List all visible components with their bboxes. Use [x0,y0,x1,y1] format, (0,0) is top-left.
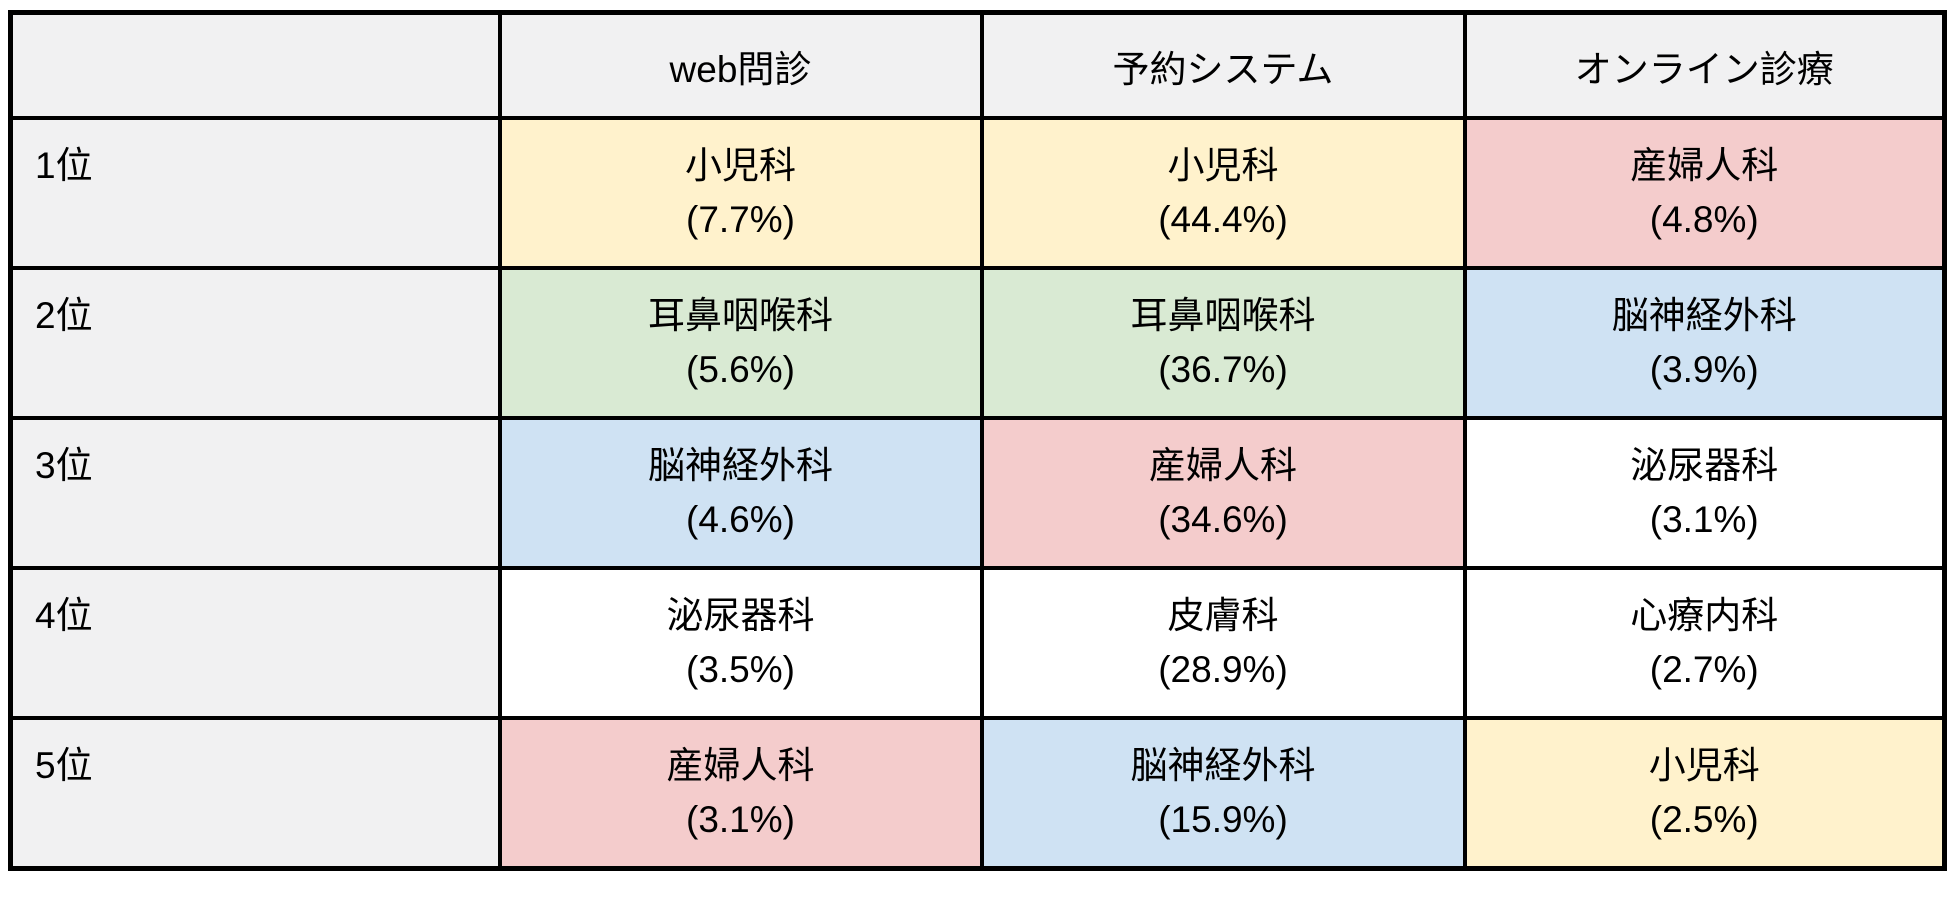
rank-label-cell: 4位 [8,566,502,720]
table-row-rank1: 1位 小児科 (7.7%) 小児科 (44.4%) 産婦人科 (4.8%) [8,116,1947,270]
data-cell: 耳鼻咽喉科 (36.7%) [979,266,1467,420]
table-row-rank2: 2位 耳鼻咽喉科 (5.6%) 耳鼻咽喉科 (36.7%) 脳神経外科 (3.9… [8,266,1947,420]
data-cell: 脳神経外科 (15.9%) [979,716,1467,871]
specialty-name: 脳神経外科 [1611,295,1797,336]
rank-label-cell: 5位 [8,716,502,871]
specialty-percent: (3.9%) [1649,349,1759,390]
specialty-percent: (2.5%) [1649,799,1759,840]
specialty-percent: (44.4%) [1158,199,1288,240]
specialty-percent: (3.5%) [686,649,795,690]
data-cell: 泌尿器科 (3.5%) [497,566,984,720]
specialty-name: 泌尿器科 [666,595,815,636]
rank-label: 4位 [35,595,93,636]
specialty-name: 皮膚科 [1167,595,1279,636]
rank-label-cell: 3位 [8,416,502,570]
header-cell-yoyaku-system: 予約システム [979,10,1467,120]
header-row: web問診 予約システム オンライン診療 [8,10,1947,120]
specialty-percent: (34.6%) [1158,499,1288,540]
data-cell: 小児科 (44.4%) [979,116,1467,270]
specialty-name: 泌尿器科 [1630,445,1779,486]
specialty-name: 心療内科 [1630,595,1779,636]
specialty-percent: (4.6%) [686,499,795,540]
data-cell: 産婦人科 (4.8%) [1462,116,1947,270]
data-cell: 心療内科 (2.7%) [1462,566,1947,720]
specialty-percent: (15.9%) [1158,799,1288,840]
data-cell: 産婦人科 (3.1%) [497,716,984,871]
specialty-name: 耳鼻咽喉科 [648,295,833,336]
data-cell: 皮膚科 (28.9%) [979,566,1467,720]
specialty-name: 産婦人科 [1630,145,1779,186]
specialty-ranking-table: web問診 予約システム オンライン診療 1位 小児科 (7.7%) 小児科 (… [8,10,1947,871]
data-cell: 泌尿器科 (3.1%) [1462,416,1947,570]
header-cell-blank [8,10,502,120]
rank-label-spacer [35,343,496,397]
specialty-percent: (5.6%) [686,349,795,390]
specialty-name: 小児科 [1648,745,1760,786]
data-cell: 小児科 (2.5%) [1462,716,1947,871]
specialty-name: 小児科 [685,145,796,186]
data-cell: 耳鼻咽喉科 (5.6%) [497,266,984,420]
table-row-rank4: 4位 泌尿器科 (3.5%) 皮膚科 (28.9%) 心療内科 (2.7%) [8,566,1947,720]
data-cell: 脳神経外科 (3.9%) [1462,266,1947,420]
specialty-percent: (36.7%) [1158,349,1288,390]
rank-label: 3位 [35,445,93,486]
header-cell-web-monshin: web問診 [497,10,984,120]
specialty-percent: (3.1%) [686,799,795,840]
table-row-rank3: 3位 脳神経外科 (4.6%) 産婦人科 (34.6%) 泌尿器科 (3.1%) [8,416,1947,570]
specialty-percent: (4.8%) [1649,199,1759,240]
data-cell: 小児科 (7.7%) [497,116,984,270]
rank-label: 2位 [35,295,93,336]
specialty-name: 脳神経外科 [648,445,833,486]
data-cell: 脳神経外科 (4.6%) [497,416,984,570]
specialty-name: 耳鼻咽喉科 [1130,295,1316,336]
specialty-name: 産婦人科 [1149,445,1297,486]
rank-label-cell: 1位 [8,116,502,270]
rank-label-spacer [35,643,496,697]
rank-label-cell: 2位 [8,266,502,420]
specialty-percent: (7.7%) [686,199,795,240]
rank-label-spacer [35,793,496,847]
rank-label: 1位 [35,145,93,186]
rank-label-spacer [35,193,496,247]
specialty-name: 脳神経外科 [1130,745,1316,786]
specialty-percent: (28.9%) [1158,649,1288,690]
specialty-name: 産婦人科 [666,745,815,786]
specialty-percent: (3.1%) [1649,499,1759,540]
table-row-rank5: 5位 産婦人科 (3.1%) 脳神経外科 (15.9%) 小児科 (2.5%) [8,716,1947,871]
specialty-percent: (2.7%) [1649,649,1759,690]
data-cell: 産婦人科 (34.6%) [979,416,1467,570]
header-cell-online-shinryo: オンライン診療 [1462,10,1947,120]
specialty-name: 小児科 [1167,145,1279,186]
rank-label-spacer [35,493,496,547]
rank-label: 5位 [35,745,93,786]
